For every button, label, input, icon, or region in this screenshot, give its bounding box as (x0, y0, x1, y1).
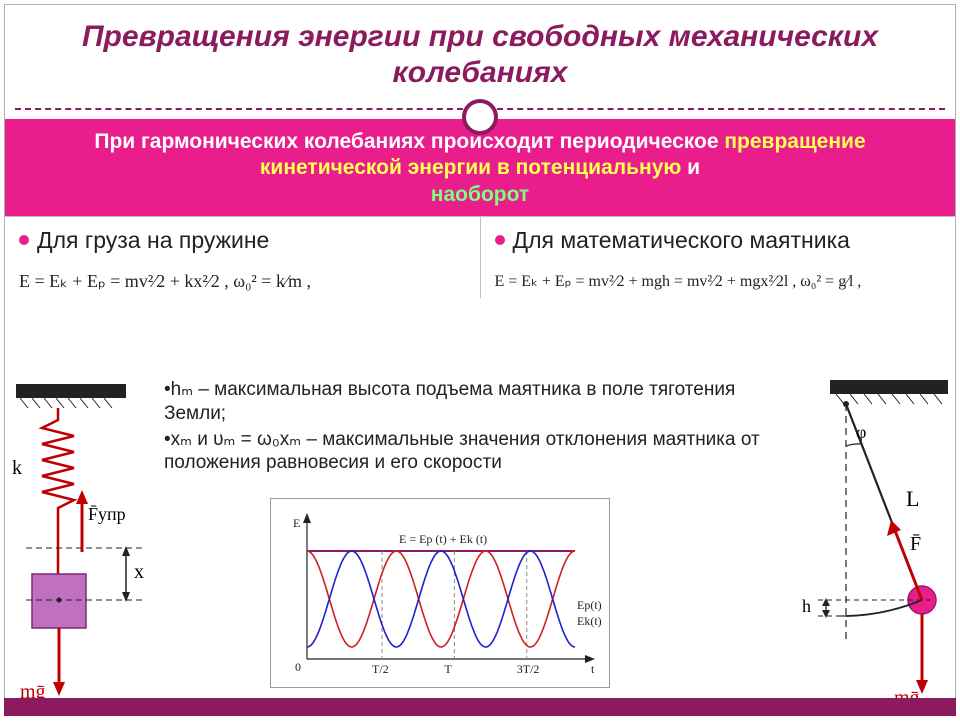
tension-arrow-head-icon (887, 520, 901, 536)
bullet-icon (495, 235, 505, 245)
svg-text:T/2: T/2 (372, 662, 389, 676)
circle-ornament (462, 99, 498, 135)
note-1: •hₘ – максимальная высота подъема маятни… (164, 378, 774, 426)
spring-svg: k F̄упр x mḡ (6, 378, 154, 708)
f-label: F̄упр (88, 504, 126, 524)
y-axis-arrow-icon (303, 513, 311, 523)
band-text-1: При гармонических колебаниях происходит … (94, 130, 724, 153)
ek-curve (307, 551, 575, 647)
hatching (20, 398, 112, 408)
ep-curve (307, 551, 575, 647)
svg-text:T: T (444, 662, 452, 676)
pendulum-diagram: φ L F̄ h mḡ (782, 376, 956, 716)
L-label: L (906, 486, 919, 511)
band-text-4: наоборот (431, 183, 529, 206)
ceiling-bar (16, 384, 126, 398)
pendulum-ceiling (830, 380, 948, 394)
x-label: x (134, 561, 144, 583)
chart-title: E = Ep (t) + Ek (t) (399, 532, 487, 546)
energy-chart-svg: E t 0 E = Ep (t) + Ek (t) T/2 T 3T/2 Ep(t)… (271, 499, 611, 689)
spring-coil (42, 408, 74, 574)
left-column: Для груза на пружине E = Eₖ + Eₚ = mv²⁄2… (5, 217, 480, 298)
left-formula: E = Eₖ + Eₚ = mv²⁄2 + kx²⁄2 , ω₀² = k⁄m … (19, 271, 466, 292)
f-arrow-head-icon (76, 490, 88, 504)
band-text-3: и (687, 156, 700, 179)
tick-group: T/2 T 3T/2 (372, 551, 539, 676)
h-arrow-down-icon (822, 610, 830, 618)
notes-block: •hₘ – максимальная высота подъема маятни… (164, 378, 774, 477)
columns: Для груза на пружине E = Eₖ + Eₚ = mv²⁄2… (5, 216, 955, 298)
y-axis-label: E (293, 516, 300, 530)
F-label: F̄ (910, 533, 921, 555)
right-heading: Для математического маятника (513, 227, 850, 253)
spring-diagram: k F̄упр x mḡ (6, 378, 154, 708)
h-arrow-up-icon (822, 598, 830, 606)
h-label: h (802, 596, 811, 616)
x-axis-label: t (591, 662, 595, 676)
note-2: •xₘ и υₘ = ω₀xₘ – максимальные значения … (164, 428, 774, 476)
divider (5, 99, 955, 119)
spring-k-label: k (12, 457, 22, 479)
bullet-icon (19, 235, 29, 245)
mg-arrow-head-icon (53, 682, 65, 696)
footer-bar (4, 698, 956, 716)
origin-label: 0 (295, 660, 301, 674)
right-formula: E = Eₖ + Eₚ = mv²⁄2 + mgh = mv²⁄2 + mgx²… (495, 271, 942, 291)
pendulum-svg: φ L F̄ h mḡ (782, 376, 956, 716)
pendulum-hatching (836, 394, 942, 404)
phi-label: φ (856, 422, 866, 442)
right-column: Для математического маятника E = Eₖ + Eₚ… (480, 217, 956, 298)
slide-title: Превращения энергии при свободных механи… (5, 5, 955, 99)
angle-arc (846, 444, 862, 446)
energy-chart: E t 0 E = Ep (t) + Ek (t) T/2 T 3T/2 Ep(t)… (270, 498, 610, 688)
legend-ek: Ek(t) (577, 614, 602, 628)
left-heading: Для груза на пружине (37, 227, 269, 253)
legend-ep: Ep(t) (577, 598, 602, 612)
svg-text:3T/2: 3T/2 (517, 662, 540, 676)
